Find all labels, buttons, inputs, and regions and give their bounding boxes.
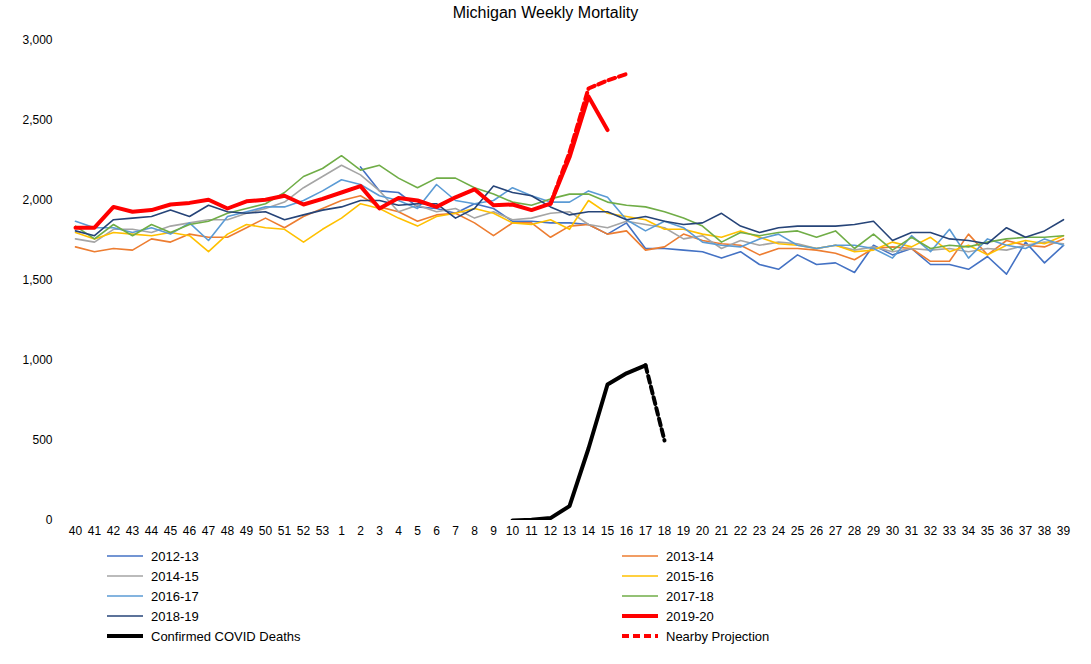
svg-text:24: 24 [772, 524, 786, 538]
svg-text:43: 43 [126, 524, 140, 538]
svg-text:36: 36 [1000, 524, 1014, 538]
svg-text:47: 47 [202, 524, 216, 538]
svg-text:17: 17 [639, 524, 653, 538]
svg-text:39: 39 [1057, 524, 1071, 538]
svg-text:1,000: 1,000 [22, 353, 52, 367]
svg-text:31: 31 [905, 524, 919, 538]
html-text:Confirmed COVID Deaths: Confirmed COVID Deaths [151, 628, 301, 644]
svg-text:12: 12 [544, 524, 558, 538]
svg-text:52: 52 [297, 524, 311, 538]
svg-text:6: 6 [433, 524, 440, 538]
svg-text:4: 4 [395, 524, 402, 538]
svg-text:26: 26 [810, 524, 824, 538]
svg-text:7: 7 [452, 524, 459, 538]
svg-text:45: 45 [164, 524, 178, 538]
svg-text:21: 21 [715, 524, 729, 538]
svg-text:0: 0 [46, 513, 53, 527]
svg-text:500: 500 [32, 433, 52, 447]
svg-text:27: 27 [829, 524, 843, 538]
html-text:2012-13: 2012-13 [151, 548, 199, 564]
svg-text:28: 28 [848, 524, 862, 538]
svg-text:13: 13 [563, 524, 577, 538]
svg-text:42: 42 [107, 524, 121, 538]
svg-text:1,500: 1,500 [22, 273, 52, 287]
svg-text:2: 2 [357, 524, 364, 538]
svg-text:1: 1 [338, 524, 345, 538]
svg-text:41: 41 [88, 524, 102, 538]
svg-text:19: 19 [677, 524, 691, 538]
svg-text:48: 48 [221, 524, 235, 538]
html-text:2017-18: 2017-18 [666, 588, 714, 604]
html-text:2014-15: 2014-15 [151, 568, 199, 584]
svg-text:50: 50 [259, 524, 273, 538]
svg-text:25: 25 [791, 524, 805, 538]
svg-text:11: 11 [525, 524, 538, 538]
html-text:2015-16: 2015-16 [666, 568, 714, 584]
svg-text:15: 15 [601, 524, 615, 538]
svg-text:16: 16 [620, 524, 634, 538]
svg-text:14: 14 [582, 524, 596, 538]
html-text:2016-17: 2016-17 [151, 588, 199, 604]
svg-text:2,000: 2,000 [22, 193, 52, 207]
svg-text:3: 3 [376, 524, 383, 538]
svg-text:44: 44 [145, 524, 159, 538]
svg-text:29: 29 [867, 524, 881, 538]
svg-text:33: 33 [943, 524, 957, 538]
svg-text:30: 30 [886, 524, 900, 538]
html-text:2018-19: 2018-19 [151, 608, 199, 624]
svg-text:8: 8 [471, 524, 478, 538]
svg-text:37: 37 [1019, 524, 1033, 538]
svg-text:53: 53 [316, 524, 330, 538]
svg-text:18: 18 [658, 524, 672, 538]
svg-text:49: 49 [240, 524, 254, 538]
svg-text:34: 34 [962, 524, 976, 538]
html-text:Nearby Projection: Nearby Projection [666, 628, 770, 644]
svg-text:46: 46 [183, 524, 197, 538]
svg-text:23: 23 [753, 524, 767, 538]
html-text:2013-14: 2013-14 [666, 548, 714, 564]
html-text:2019-20: 2019-20 [666, 608, 714, 624]
svg-text:22: 22 [734, 524, 748, 538]
svg-text:3,000: 3,000 [22, 33, 52, 47]
svg-text:38: 38 [1038, 524, 1052, 538]
svg-text:2,500: 2,500 [22, 113, 52, 127]
svg-text:5: 5 [414, 524, 421, 538]
svg-text:9: 9 [490, 524, 497, 538]
svg-text:20: 20 [696, 524, 710, 538]
html-text:Michigan Weekly Mortality: Michigan Weekly Mortality [452, 4, 639, 21]
svg-text:10: 10 [506, 524, 520, 538]
svg-text:32: 32 [924, 524, 938, 538]
svg-text:35: 35 [981, 524, 995, 538]
svg-text:51: 51 [278, 524, 292, 538]
svg-text:40: 40 [69, 524, 83, 538]
